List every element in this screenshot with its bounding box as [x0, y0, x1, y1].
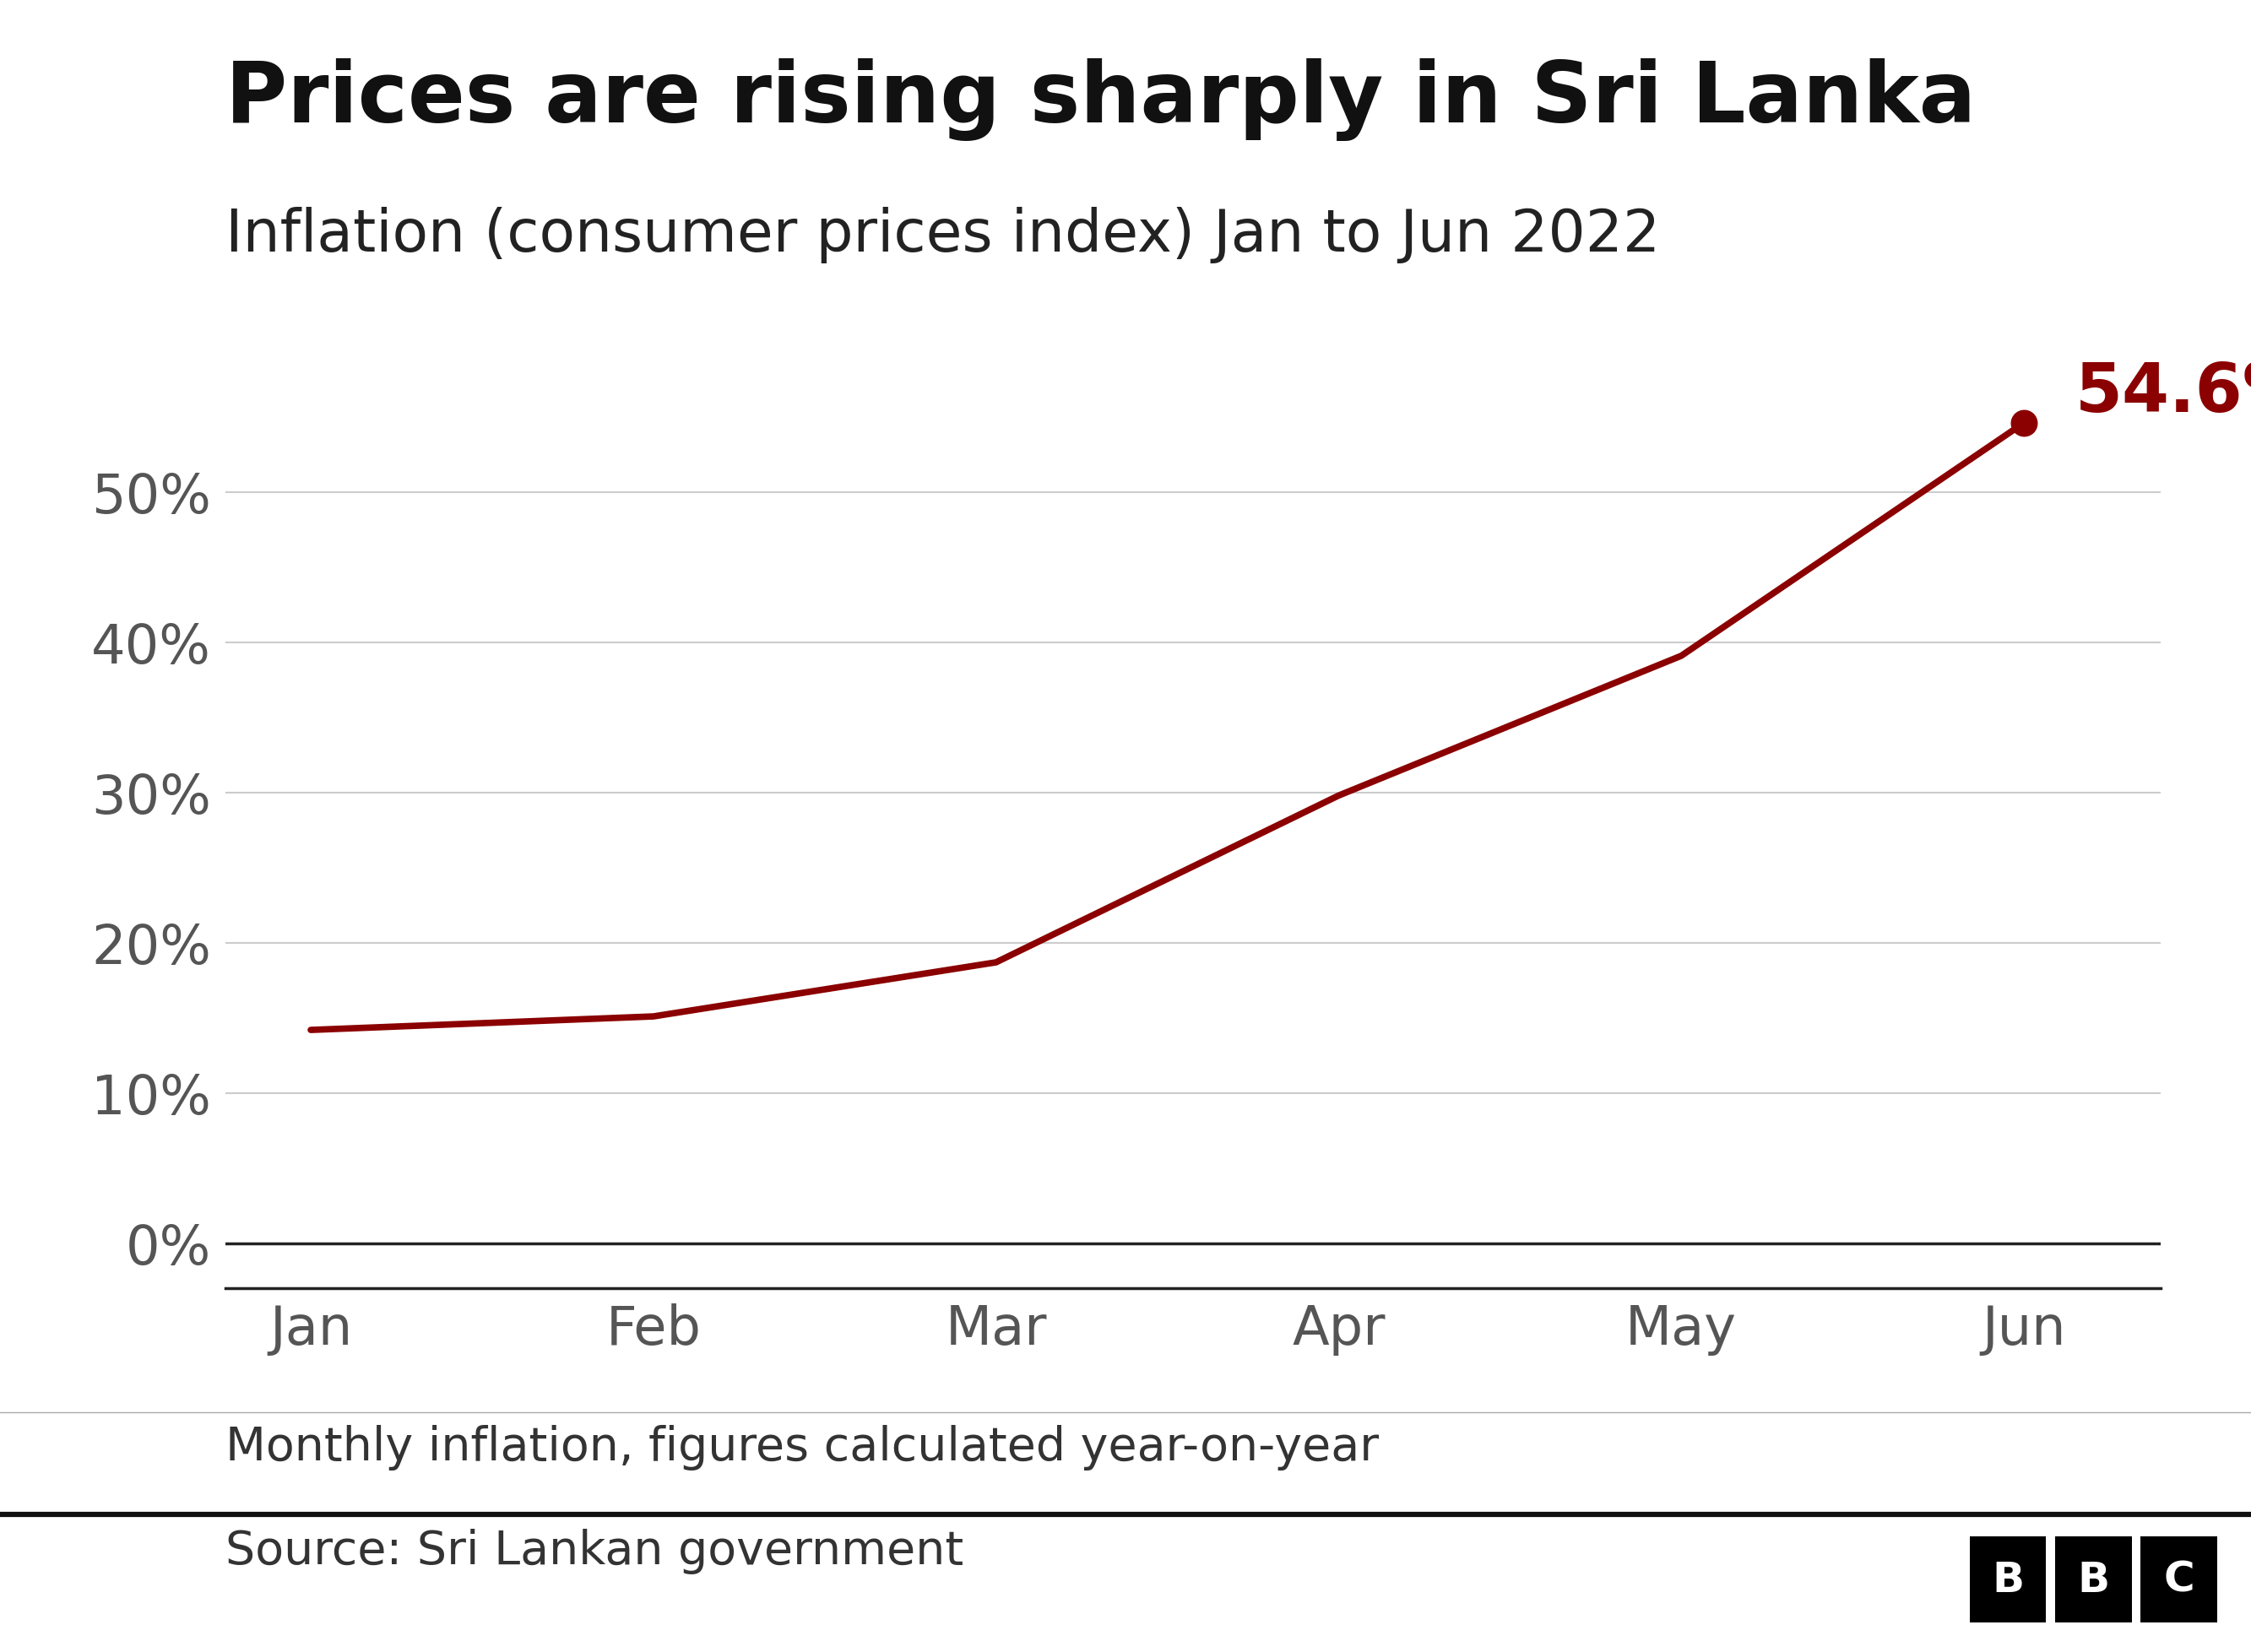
Text: Inflation (consumer prices index) Jan to Jun 2022: Inflation (consumer prices index) Jan to… — [225, 206, 1659, 263]
Text: Monthly inflation, figures calculated year-on-year: Monthly inflation, figures calculated ye… — [225, 1424, 1378, 1470]
Text: Source: Sri Lankan government: Source: Sri Lankan government — [225, 1528, 963, 1574]
Text: 54.6%: 54.6% — [2075, 360, 2251, 426]
Text: C: C — [2163, 1559, 2195, 1599]
Text: B: B — [2078, 1559, 2109, 1599]
Text: Prices are rising sharply in Sri Lanka: Prices are rising sharply in Sri Lanka — [225, 58, 1976, 140]
Text: B: B — [1992, 1559, 2024, 1599]
